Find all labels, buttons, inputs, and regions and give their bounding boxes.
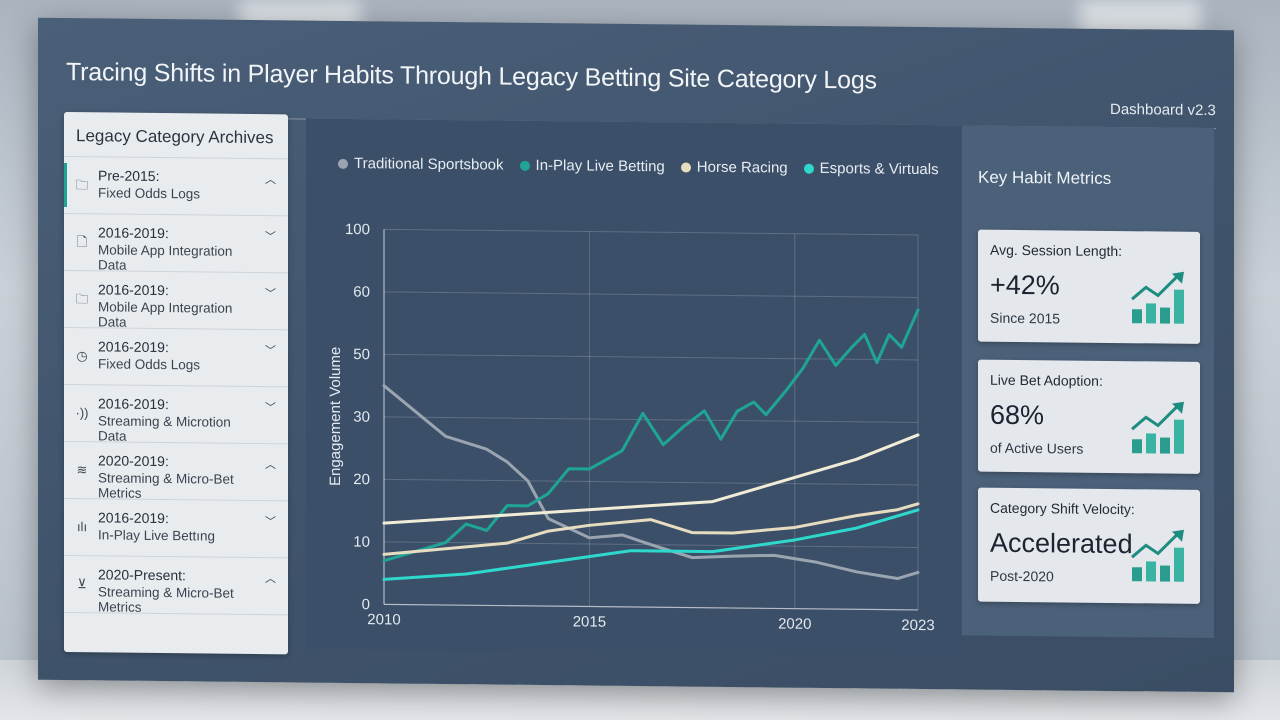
chevron-down-icon[interactable]: ﹀ — [265, 516, 276, 529]
sidebar-item-label: Mobile App Integration Data — [98, 242, 233, 273]
y-tick-label: 100 — [345, 221, 370, 238]
y-axis-label: Engagement Volume — [327, 347, 344, 486]
sidebar-item-label: Streaming & Micro-Bet Metrics — [98, 470, 234, 501]
metric-value: +42% — [990, 269, 1060, 301]
growth-chart-icon — [1131, 529, 1184, 582]
y-tick-label: 50 — [353, 346, 370, 363]
series-line — [382, 502, 920, 556]
metric-subtext: Post-2020 — [990, 567, 1054, 585]
y-tick-label: 20 — [353, 471, 370, 488]
series-line — [382, 433, 920, 525]
sidebar-item-label: Mobile App Integration Data — [98, 299, 233, 330]
sidebar-item-period: 2016-2019: — [98, 281, 169, 299]
metric-subtext: Since 2015 — [990, 309, 1061, 327]
chevron-up-icon[interactable]: ︿ — [265, 174, 276, 187]
sidebar-item[interactable]: ·)) 2016-2019: Streaming & Microtion Data ﹀ — [64, 385, 288, 445]
sidebar-item-period: 2016-2019: — [98, 509, 169, 527]
metric-card[interactable]: Category Shift Velocity: Accelerated Post-… — [978, 487, 1200, 604]
sidebar-item[interactable]: ılı 2016-2019: In-Play Live Bettıng ﹀ — [64, 499, 288, 559]
sidebar-list: 🗀 Pre-2015: Fixed Odds Logs ︿ 🗋 2016-2019: Mob… — [64, 157, 288, 616]
metric-value: Accelerated — [990, 527, 1133, 560]
sidebar-item-label: Fixed Odds Logs — [98, 185, 201, 202]
folder-icon: 🗀 — [75, 291, 89, 307]
chevron-up-icon[interactable]: ︿ — [265, 573, 276, 586]
sidebar-item-label: Fixed Odds Logs — [98, 356, 201, 373]
sidebar-item-period: 2016-2019: — [98, 224, 169, 242]
metrics-cards: Avg. Session Length: +42% Since 2015 Live … — [962, 125, 1214, 604]
grid-line — [384, 353, 918, 361]
grid-line — [384, 416, 918, 423]
sidebar-item[interactable]: 🗀 2016-2019: Mobile App Integration Data ﹀ — [64, 271, 288, 331]
metrics-title: Key Habit Metrics — [978, 167, 1112, 188]
wifi-icon: ≋ — [76, 462, 88, 478]
metrics-panel: Key Habit Metrics Avg. Session Length: +4… — [962, 125, 1214, 639]
sidebar-item[interactable]: ≋ 2020-2019: Streaming & Micro-Bet Metrics… — [64, 442, 288, 502]
sidebar-title: Legacy Category Archives — [64, 112, 288, 160]
metric-value: 68% — [990, 399, 1045, 431]
download-icon: ⊻ — [77, 576, 87, 592]
y-tick-label: 30 — [353, 409, 370, 426]
sidebar-item[interactable]: ◷ 2016-2019: Fixed Odds Logs ﹀ — [64, 328, 288, 388]
chevron-up-icon[interactable]: ︿ — [265, 459, 276, 472]
sidebar-item-label: In-Play Live Bettıng — [98, 527, 216, 544]
sidebar-item[interactable]: 🗀 Pre-2015: Fixed Odds Logs ︿ — [64, 157, 288, 217]
x-tick-label: 2015 — [573, 613, 606, 630]
sidebar-item-period: 2020-Present: — [98, 566, 186, 584]
clock-icon: ◷ — [76, 348, 88, 364]
sidebar-item[interactable]: 🗋 2016-2019: Mobile App Integration Data ﹀ — [64, 214, 288, 274]
y-tick-label: 0 — [362, 596, 370, 613]
engagement-line-chart: 0 10 20 30 50 60 100 2010 2015 2020 2023 Engagement… — [327, 221, 935, 634]
chevron-down-icon[interactable]: ﹀ — [265, 231, 276, 244]
chevron-down-icon[interactable]: ﹀ — [265, 402, 276, 415]
series-line — [382, 508, 920, 581]
y-tick-label: 60 — [353, 284, 370, 301]
document-icon: 🗋 — [76, 234, 88, 250]
metric-label: Category Shift Velocity: — [990, 499, 1135, 518]
dashboard-screen: Tracing Shifts in Player Habits Through … — [38, 17, 1234, 693]
x-tick-label: 2010 — [367, 611, 400, 628]
y-tick-label: 10 — [353, 534, 370, 551]
sidebar: Legacy Category Archives 🗀 Pre-2015: Fixed… — [64, 112, 288, 655]
x-axis — [384, 603, 918, 611]
growth-chart-icon — [1131, 271, 1184, 324]
x-tick-label: 2020 — [778, 615, 811, 632]
grid-line — [384, 478, 918, 486]
metric-subtext: of Active Users — [990, 439, 1084, 457]
grid-line — [384, 291, 918, 298]
dashboard-version: Dashboard v2.3 — [1110, 100, 1216, 120]
waveform-icon: ılı — [76, 519, 88, 535]
metric-card[interactable]: Live Bet Adoption: 68% of Active Users — [978, 359, 1200, 474]
sidebar-item[interactable]: ⊻ 2020-Present: Streaming & Micro-Bet Metr… — [64, 556, 288, 616]
grid-line — [384, 228, 918, 236]
sidebar-item-label: Streaming & Micro-Bet Metrics — [98, 584, 234, 615]
metric-card[interactable]: Avg. Session Length: +42% Since 2015 — [978, 229, 1200, 344]
metric-label: Avg. Session Length: — [990, 241, 1123, 260]
sidebar-item-period: 2016-2019: — [98, 395, 169, 413]
page-title: Tracing Shifts in Player Habits Through … — [66, 58, 877, 95]
signal-icon: ·)) — [75, 405, 89, 421]
sidebar-item-period: Pre-2015: — [98, 167, 160, 185]
sidebar-item-label: Streaming & Microtion Data — [98, 413, 231, 444]
growth-chart-icon — [1131, 401, 1184, 454]
folder-icon: 🗀 — [75, 177, 89, 193]
series-line — [382, 384, 920, 581]
chart-panel: Traditional Sportsbook In-Play Live Betti… — [306, 118, 962, 656]
series-line — [382, 308, 920, 563]
chevron-down-icon[interactable]: ﹀ — [265, 288, 276, 301]
chevron-down-icon[interactable]: ﹀ — [265, 345, 276, 358]
sidebar-item-period: 2020-2019: — [98, 452, 169, 470]
x-tick-label: 2023 — [901, 617, 934, 634]
metric-label: Live Bet Adoption: — [990, 371, 1103, 389]
sidebar-item-period: 2016-2019: — [98, 338, 169, 356]
